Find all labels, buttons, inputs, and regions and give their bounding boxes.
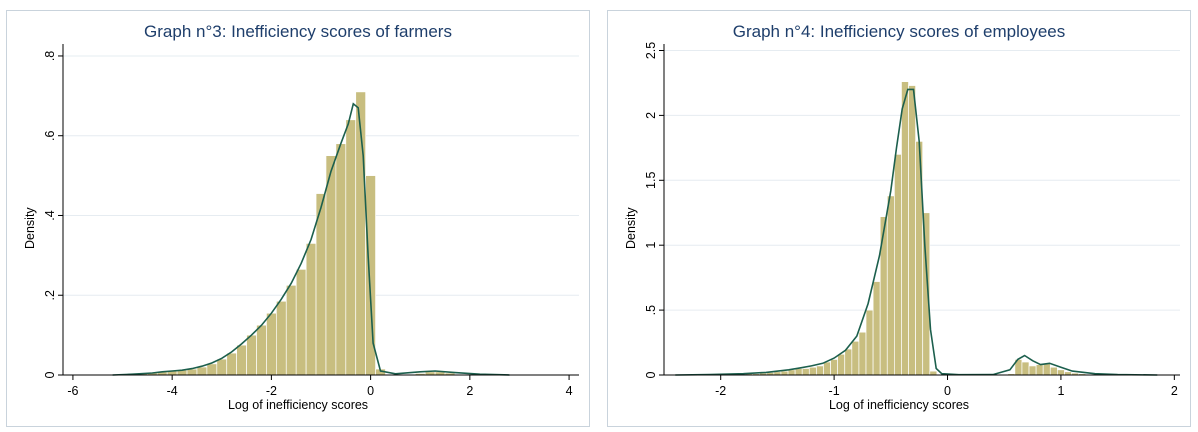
y-tick-label: .2 [43, 290, 57, 300]
chart-title: Graph n°4: Inefficiency scores of employ… [732, 22, 1066, 41]
y-axis-label: Density [624, 207, 638, 249]
x-tick-label: -4 [167, 384, 178, 398]
chart-title: Graph n°3: Inefficiency scores of farmer… [144, 22, 452, 41]
y-tick-label: 1.5 [644, 172, 658, 189]
x-axis-label: Log of inefficiency scores [828, 398, 970, 412]
histogram-bar [794, 368, 803, 376]
x-tick-label: 0 [367, 384, 374, 398]
histogram-bar [216, 358, 228, 376]
x-tick-label: -2 [715, 384, 726, 398]
density-curve [675, 88, 1158, 376]
histogram-bar [886, 195, 895, 376]
density-curve [112, 102, 510, 376]
histogram-bar [325, 155, 337, 376]
histogram-bar [196, 366, 208, 376]
histogram-bar [345, 119, 357, 376]
y-tick-label: 1 [644, 242, 658, 249]
y-tick-label: 0 [43, 371, 57, 378]
histogram-bar [285, 284, 297, 376]
histogram-bar [858, 331, 867, 376]
histogram-bar [256, 324, 267, 376]
chart-plot-farmers: -6 -4 -2 0 2 4 0 .2 .4 .6 .8 [43, 44, 579, 398]
y-tick-label: .6 [43, 130, 57, 140]
histogram-bar [236, 344, 247, 376]
chart-panel-farmers: Graph n°3: Inefficiency scores of farmer… [6, 10, 590, 427]
histogram-bar [305, 243, 317, 376]
histogram-bar [837, 353, 846, 376]
histogram-bar [801, 368, 810, 376]
y-tick-label: .5 [644, 305, 658, 315]
x-tick-label: 2 [1171, 384, 1178, 398]
x-tick-label: -2 [266, 384, 277, 398]
x-tick-label: 1 [1057, 384, 1064, 398]
histogram-bar [929, 370, 938, 376]
histogram-bar [901, 81, 909, 376]
x-tick-label: -1 [829, 384, 840, 398]
histogram-bar [1049, 366, 1058, 376]
histogram-bar [879, 216, 888, 376]
histogram-bar [1042, 362, 1051, 376]
x-tick-label: -6 [67, 384, 78, 398]
y-axis-label: Density [23, 207, 37, 249]
chart-panel-employees: Graph n°4: Inefficiency scores of employ… [607, 10, 1191, 427]
histogram-bar [275, 300, 287, 376]
histogram-bar [1021, 361, 1030, 376]
histogram-bar [206, 363, 218, 376]
histogram-bar [335, 143, 347, 376]
x-tick-label: 2 [466, 384, 473, 398]
histogram-bar [780, 370, 789, 376]
histogram-bar [266, 312, 277, 376]
x-tick-label: 0 [944, 384, 951, 398]
histogram-bar [787, 369, 796, 376]
histogram-bar [1035, 364, 1044, 376]
histogram-bar [865, 309, 874, 376]
histogram-bar [1057, 369, 1065, 376]
y-tick-label: 2 [644, 112, 658, 119]
histogram-bar [295, 268, 307, 376]
x-axis-label: Log of inefficiency scores [227, 398, 369, 412]
histogram-bar [226, 352, 238, 376]
x-tick-label: 4 [566, 384, 573, 398]
histogram-bar [246, 334, 257, 376]
y-tick-label: 2.5 [644, 42, 658, 59]
histogram-bar [894, 153, 902, 376]
histogram-bar [823, 361, 831, 376]
histogram-bar [872, 281, 881, 376]
histogram-bar [844, 348, 853, 376]
histogram-bar [851, 340, 860, 376]
chart-plot-employees: -2 -1 0 1 2 0 .5 1 1.5 2 2.5 [644, 42, 1180, 398]
y-tick-label: .8 [43, 51, 57, 61]
y-tick-label: .4 [43, 210, 57, 220]
histogram-bar [816, 365, 824, 376]
histogram-bar [1028, 365, 1037, 376]
y-tick-label: 0 [644, 371, 658, 378]
histogram-bar [808, 366, 817, 376]
histogram-bar [830, 359, 839, 376]
histogram-bar [908, 85, 916, 376]
